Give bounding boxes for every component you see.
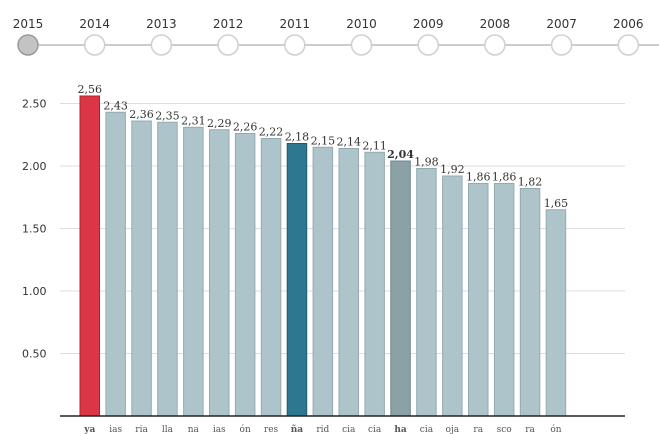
bar-4[interactable]: [183, 126, 204, 417]
category-label: oja: [446, 425, 460, 434]
bar-7[interactable]: [260, 138, 282, 417]
timeline-year-label: 2010: [346, 17, 377, 31]
bar-value-label: 2,04: [387, 148, 414, 161]
bar-value-label: 2,15: [311, 134, 336, 147]
y-tick-label: 1.00: [22, 285, 47, 298]
bar-14[interactable]: [442, 175, 463, 417]
bar-5[interactable]: [209, 129, 230, 417]
category-label: ya: [83, 425, 95, 434]
category-label: res: [264, 425, 279, 434]
bar-value-label: 2,29: [207, 117, 232, 130]
bar-12[interactable]: [390, 160, 411, 417]
timeline-dot-2007[interactable]: [550, 34, 573, 56]
bar-0[interactable]: [79, 95, 100, 417]
bar-value-label: 1,86: [466, 171, 491, 184]
bar-value-label: 2,14: [337, 136, 362, 149]
bar-value-label: 2,22: [259, 126, 284, 139]
bar-value-label: 2,11: [362, 139, 387, 152]
bar-2[interactable]: [131, 120, 152, 417]
y-tick-label: 1.50: [22, 223, 47, 236]
category-label: ña: [291, 424, 304, 434]
timeline-year-label: 2012: [213, 17, 244, 31]
timeline-year-label: 2007: [546, 17, 577, 31]
category-label: sco: [497, 425, 512, 434]
bar-value-label: 2,35: [155, 109, 180, 122]
category-label: ra: [525, 425, 535, 434]
bar-9[interactable]: [312, 146, 334, 417]
bar-value-label: 1,86: [492, 171, 517, 184]
timeline-year-label: 2015: [13, 17, 44, 31]
timeline-dot-2015[interactable]: [17, 34, 39, 56]
category-label: ria: [135, 425, 148, 434]
bar-10[interactable]: [338, 148, 359, 417]
category-label: ias: [213, 425, 226, 434]
bar-6[interactable]: [234, 133, 256, 417]
category-label: ha: [394, 425, 407, 434]
bar-3[interactable]: [157, 121, 178, 417]
bar-13[interactable]: [416, 168, 437, 417]
bar-value-label: 1,92: [440, 163, 465, 176]
bar-18[interactable]: [545, 209, 567, 417]
category-label: lla: [162, 425, 174, 434]
bar-1[interactable]: [105, 111, 126, 417]
y-tick-label: 2.50: [22, 98, 47, 111]
bar-value-label: 2,18: [285, 131, 310, 144]
timeline-dot-2013[interactable]: [150, 34, 173, 56]
category-label: rid: [316, 425, 329, 434]
category-label: cia: [368, 425, 382, 434]
timeline-year-label: 2009: [413, 17, 444, 31]
bar-value-label: 2,56: [78, 83, 103, 96]
bar-value-label: 1,82: [518, 176, 543, 189]
timeline-dot-2008[interactable]: [484, 34, 506, 56]
category-label: cia: [420, 425, 434, 434]
category-label: ra: [473, 425, 483, 434]
bar-8[interactable]: [286, 143, 308, 417]
category-label: ias: [109, 425, 122, 434]
y-tick-label: 2.00: [22, 160, 47, 173]
bar-value-label: 2,26: [233, 121, 258, 134]
bar-15[interactable]: [468, 183, 489, 417]
timeline-year-label: 2008: [480, 17, 511, 31]
bar-value-label: 2,31: [181, 114, 206, 127]
timeline-dot-2009[interactable]: [417, 34, 439, 56]
category-label: ón: [550, 424, 561, 434]
bar-17[interactable]: [519, 188, 541, 417]
timeline-year-label: 2011: [280, 17, 311, 31]
bar-16[interactable]: [493, 183, 515, 417]
timeline-dot-2010[interactable]: [350, 34, 373, 56]
timeline-dot-2014[interactable]: [83, 34, 106, 56]
bar-11[interactable]: [364, 151, 385, 417]
category-label: cia: [342, 425, 356, 434]
timeline-dot-2011[interactable]: [284, 34, 306, 56]
timeline-dot-2006[interactable]: [617, 34, 640, 56]
timeline-year-label: 2013: [146, 17, 177, 31]
bar-value-label: 2,43: [103, 99, 128, 112]
timeline-dot-2012[interactable]: [217, 34, 239, 56]
y-tick-label: 0.50: [22, 348, 47, 361]
bar-value-label: 1,65: [544, 197, 569, 210]
category-label: na: [188, 425, 200, 434]
timeline-year-label: 2014: [79, 17, 110, 31]
bar-value-label: 2,36: [129, 108, 154, 121]
category-label: ón: [240, 424, 251, 434]
timeline-year-label: 2006: [613, 17, 644, 31]
bar-value-label: 1,98: [414, 156, 439, 169]
